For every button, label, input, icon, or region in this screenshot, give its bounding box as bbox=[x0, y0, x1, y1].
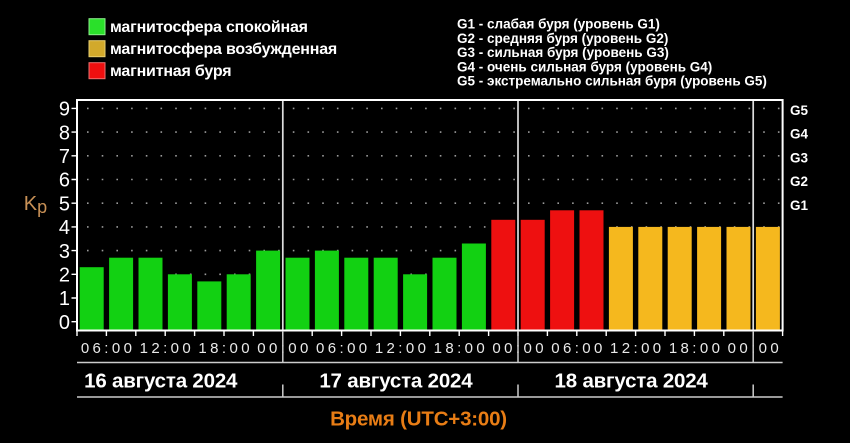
svg-text:G4 - очень сильная буря (урове: G4 - очень сильная буря (уровень G4) bbox=[457, 59, 712, 74]
svg-text:Kp: Kp bbox=[24, 193, 47, 217]
svg-text:18:00: 18:00 bbox=[669, 340, 724, 357]
svg-text:16 августа 2024: 16 августа 2024 bbox=[84, 370, 238, 393]
svg-text:06:00: 06:00 bbox=[81, 340, 136, 357]
svg-text:G4: G4 bbox=[790, 127, 809, 142]
svg-text:06:00: 06:00 bbox=[551, 340, 606, 357]
svg-text:06:00: 06:00 bbox=[316, 340, 371, 357]
svg-text:9: 9 bbox=[59, 99, 70, 121]
svg-text:5: 5 bbox=[59, 193, 70, 215]
svg-text:1: 1 bbox=[59, 288, 70, 310]
svg-text:2: 2 bbox=[59, 265, 70, 287]
svg-text:магнитосфера возбужденная: магнитосфера возбужденная bbox=[110, 41, 337, 58]
svg-text:18 августа 2024: 18 августа 2024 bbox=[555, 370, 709, 393]
svg-text:00:00: 00:00 bbox=[492, 340, 547, 357]
svg-text:18:00: 18:00 bbox=[434, 340, 489, 357]
svg-text:G1 - слабая буря (уровень G1): G1 - слабая буря (уровень G1) bbox=[457, 17, 660, 32]
svg-text:магнитосфера спокойная: магнитосфера спокойная bbox=[110, 19, 308, 36]
svg-text:12:00: 12:00 bbox=[375, 340, 430, 357]
svg-text:G2 - средняя буря (уровень G2): G2 - средняя буря (уровень G2) bbox=[457, 31, 668, 46]
svg-text:18:00: 18:00 bbox=[198, 340, 253, 357]
svg-text:00:00: 00:00 bbox=[728, 340, 783, 357]
svg-text:8: 8 bbox=[59, 122, 70, 144]
svg-text:6: 6 bbox=[59, 170, 70, 192]
svg-text:G2: G2 bbox=[790, 174, 808, 189]
svg-text:G3 - сильная буря (уровень G3): G3 - сильная буря (уровень G3) bbox=[457, 45, 669, 60]
svg-text:00:00: 00:00 bbox=[257, 340, 312, 357]
svg-text:4: 4 bbox=[59, 217, 70, 239]
svg-text:G3: G3 bbox=[790, 150, 809, 165]
svg-text:G1: G1 bbox=[790, 198, 809, 213]
svg-text:3: 3 bbox=[59, 241, 70, 263]
svg-text:12:00: 12:00 bbox=[140, 340, 195, 357]
svg-text:7: 7 bbox=[59, 146, 70, 168]
svg-text:G5: G5 bbox=[790, 103, 809, 118]
svg-text:12:00: 12:00 bbox=[610, 340, 665, 357]
svg-text:0: 0 bbox=[59, 312, 70, 334]
svg-text:Время (UTC+3:00): Время (UTC+3:00) bbox=[330, 408, 507, 431]
svg-text:17 августа 2024: 17 августа 2024 bbox=[319, 370, 473, 393]
svg-text:магнитная буря: магнитная буря bbox=[110, 63, 231, 80]
svg-text:G5 - экстремально сильная буря: G5 - экстремально сильная буря (уровень … bbox=[457, 74, 767, 89]
